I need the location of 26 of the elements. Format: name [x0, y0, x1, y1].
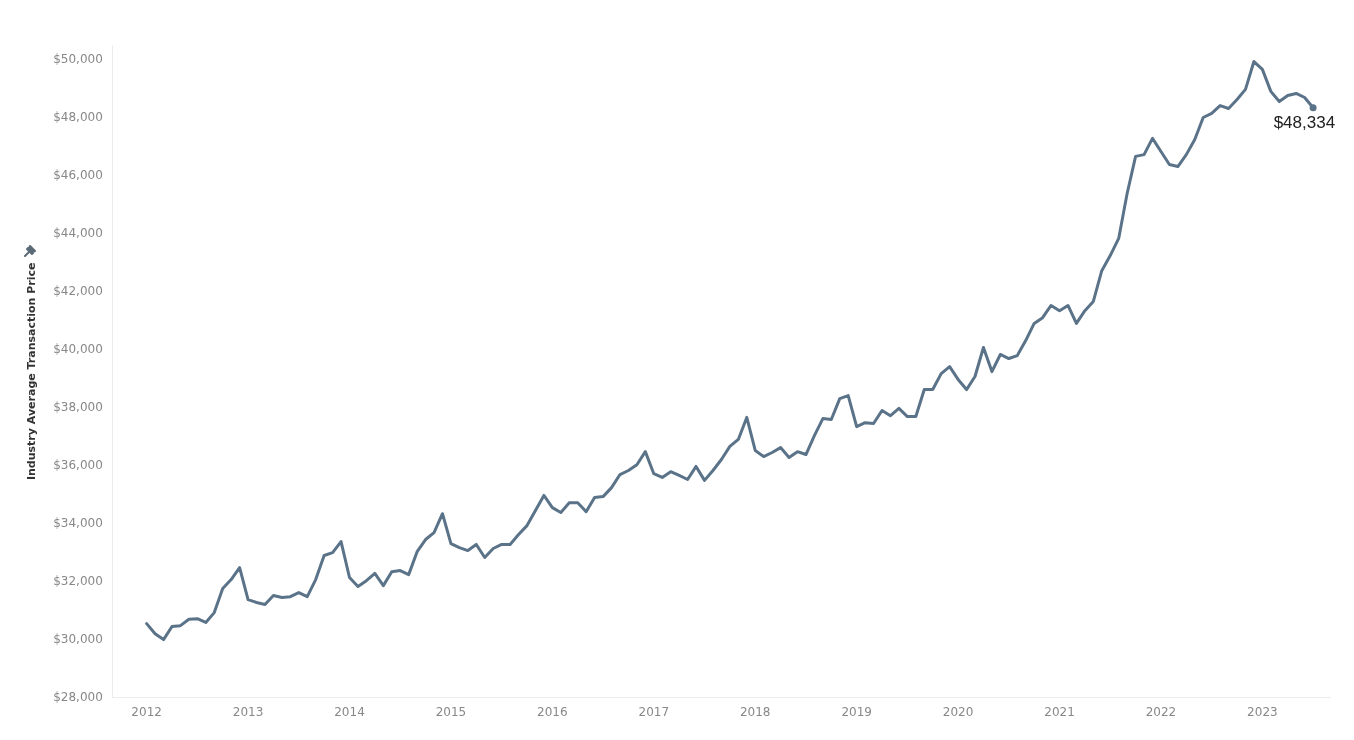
y-tick-label: $46,000 [53, 167, 103, 182]
y-axis-title: Industry Average Transaction Price [25, 262, 39, 481]
y-tick-label: $44,000 [53, 225, 103, 240]
x-tick-label: 2023 [1247, 704, 1278, 719]
y-tick-label: $28,000 [53, 689, 103, 704]
annotation: $48,334 [1273, 113, 1336, 133]
x-tick-label: 2013 [232, 704, 264, 719]
x-tick-label: 2020 [942, 704, 974, 719]
x-tick-label: 2015 [435, 704, 467, 719]
y-tick-label: $30,000 [53, 631, 103, 646]
x-tick-label: 2014 [334, 704, 365, 719]
x-tick-label: 2018 [739, 704, 771, 719]
x-tick-label: 2012 [131, 704, 162, 719]
y-tick-label: $50,000 [53, 51, 103, 66]
x-tick-label: 2017 [638, 704, 670, 719]
x-tick-label: 2022 [1145, 704, 1177, 719]
y-tick-label: $48,000 [53, 109, 103, 124]
y-tick-label: $36,000 [53, 457, 103, 472]
x-tick-label: 2021 [1044, 704, 1075, 719]
y-tick-label: $32,000 [53, 573, 103, 588]
x-tick-label: 2019 [841, 704, 872, 719]
y-tick-label: $42,000 [53, 283, 103, 298]
y-tick-label: $34,000 [53, 515, 103, 530]
y-tick-label: $38,000 [53, 399, 103, 414]
x-tick-label: 2016 [537, 704, 568, 719]
y-tick-label: $40,000 [53, 341, 103, 356]
